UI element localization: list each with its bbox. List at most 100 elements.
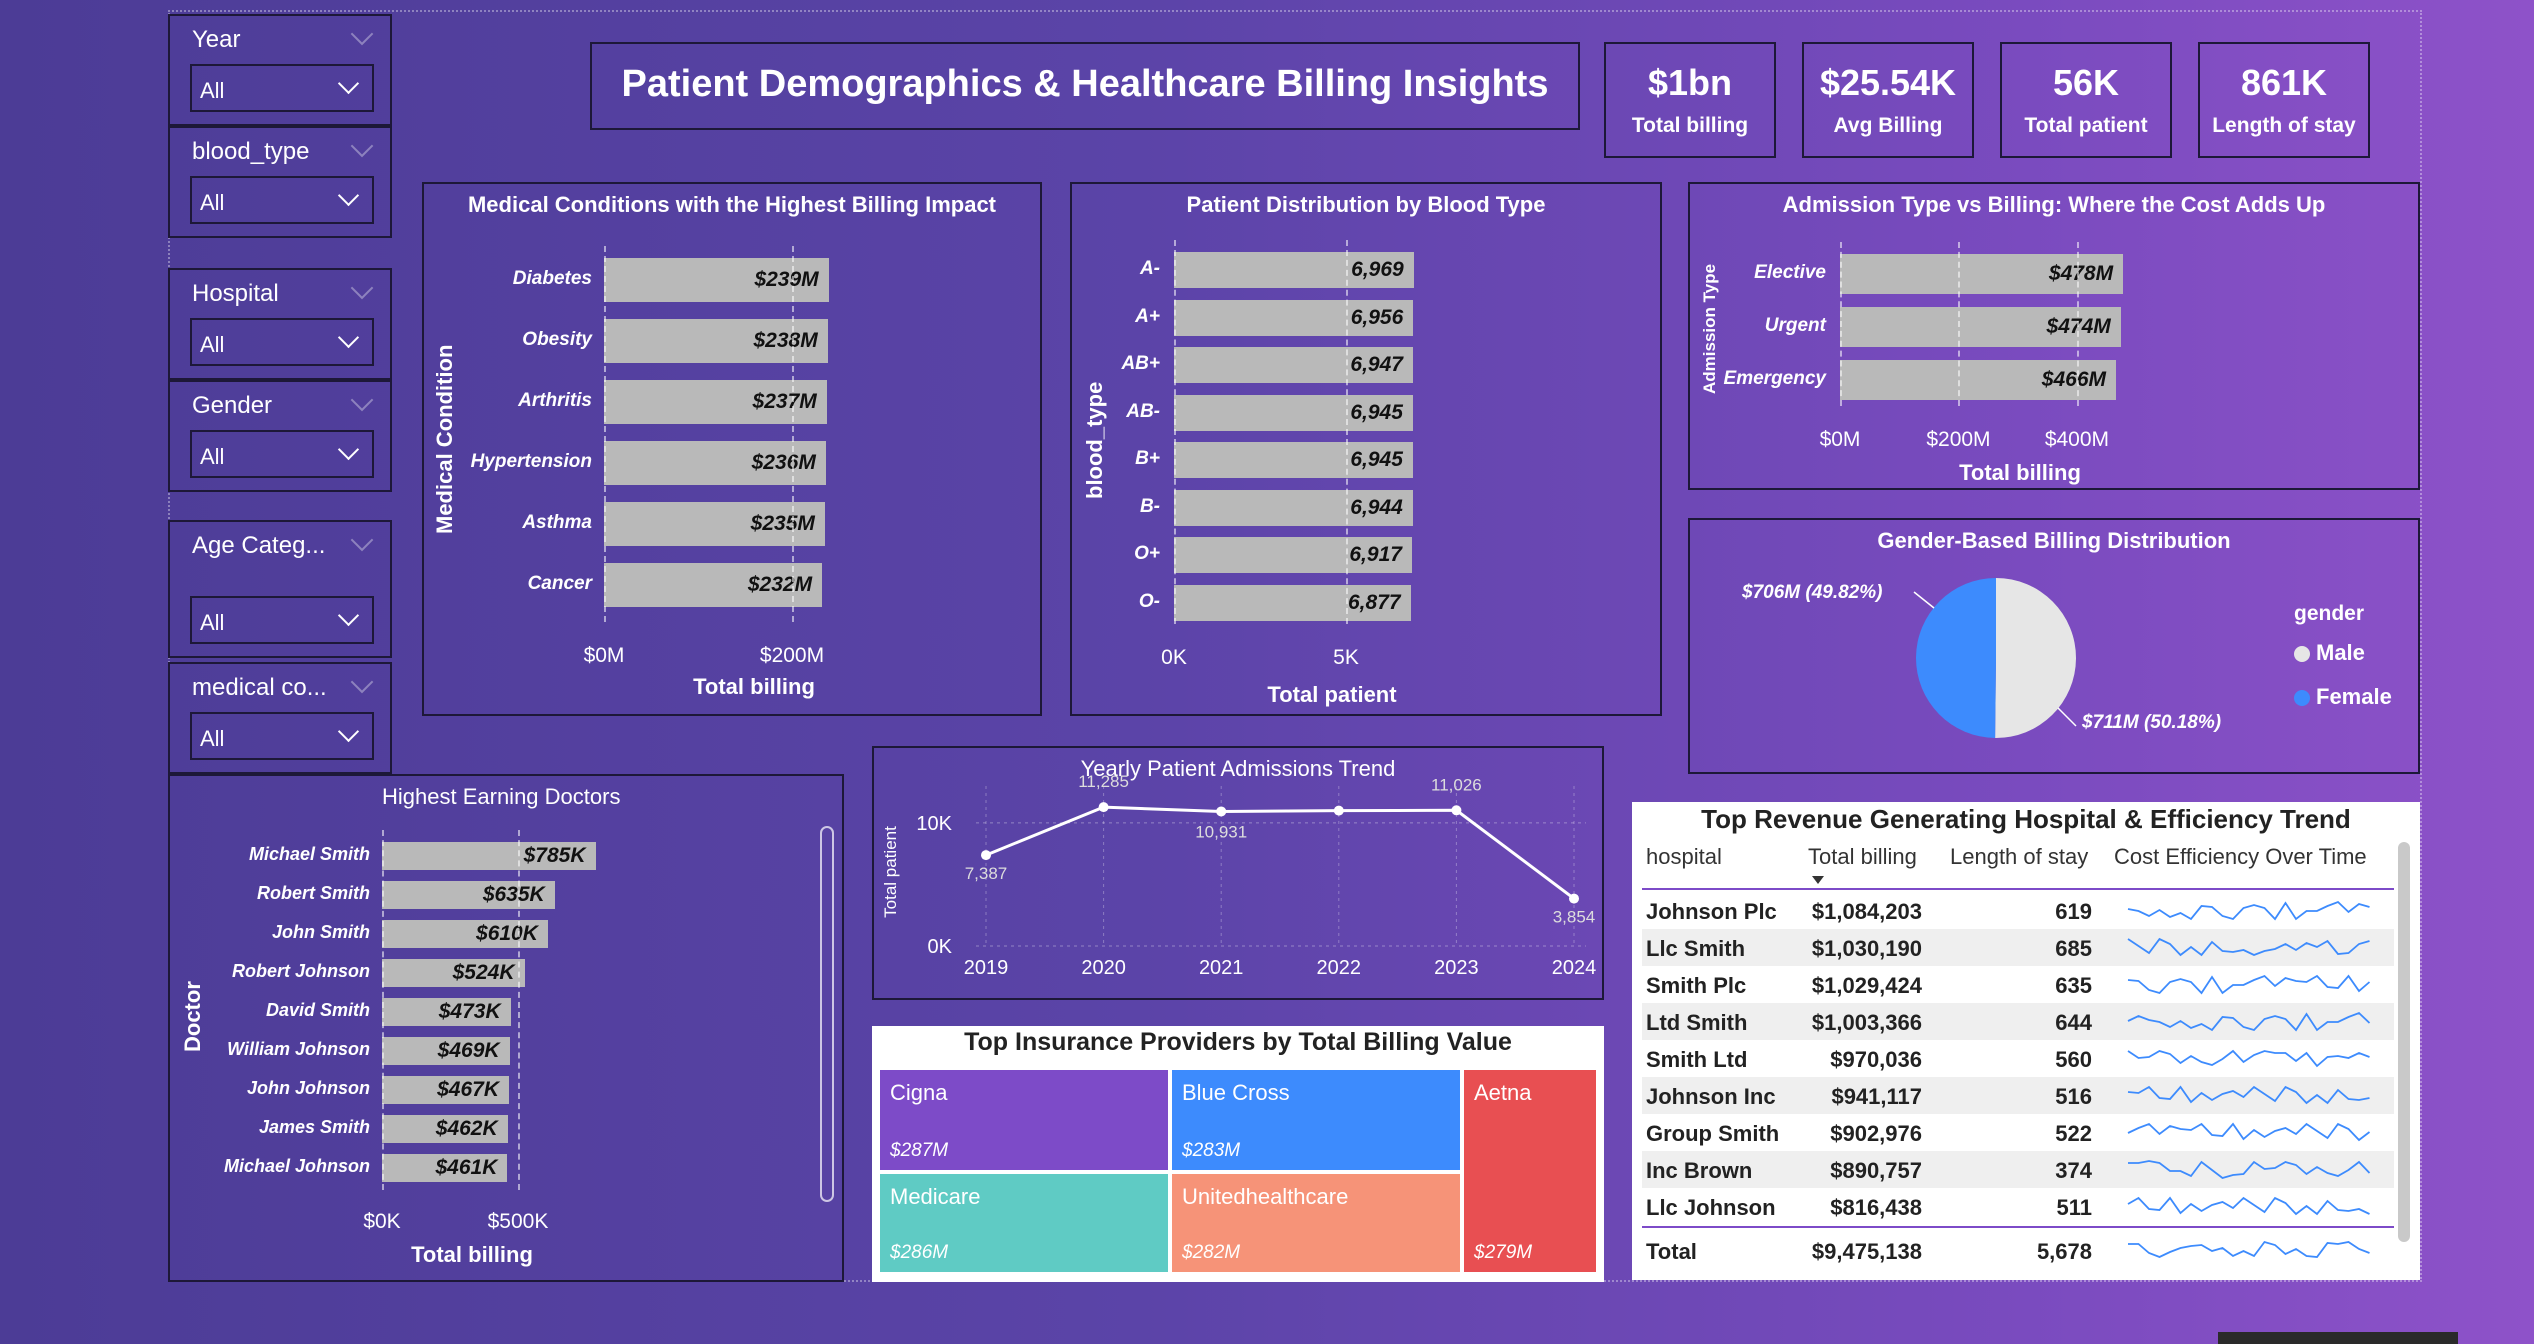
data-point[interactable] [1569, 893, 1579, 904]
legend-item[interactable]: Female [2316, 684, 2392, 709]
bar[interactable]: 6,945 [1174, 442, 1413, 478]
medical-condition-chart[interactable]: Medical Conditions with the Highest Bill… [422, 182, 1042, 716]
legend-swatch [2294, 646, 2310, 662]
bar[interactable]: 6,956 [1174, 299, 1414, 336]
hospital-cell: Llc Johnson [1646, 1195, 1776, 1220]
slicer-label: medical co... [192, 674, 327, 701]
series-line[interactable] [985, 805, 1575, 900]
bar[interactable]: $466M [1840, 360, 2116, 400]
bar[interactable]: $473K [382, 998, 511, 1026]
bar[interactable]: $785K [382, 842, 596, 870]
data-label: 11,026 [1431, 775, 1482, 794]
data-point[interactable] [1333, 805, 1344, 816]
bar[interactable]: $238M [604, 319, 828, 363]
slicer-dropdown[interactable]: All [190, 176, 374, 224]
bar[interactable]: $236M [604, 441, 826, 485]
chevron-down-icon[interactable] [350, 388, 374, 412]
chevron-down-icon[interactable] [350, 528, 374, 552]
treemap-tile[interactable]: Cigna $287M [878, 1068, 1170, 1172]
chevron-down-icon[interactable] [350, 134, 374, 158]
tile-value: $282M [1182, 1242, 1241, 1263]
admission-type-chart[interactable]: Admission Type vs Billing: Where the Cos… [1688, 182, 2420, 490]
bar[interactable]: $524K [382, 959, 525, 987]
bar[interactable]: $235M [604, 502, 825, 546]
slicer-dropdown[interactable]: All [190, 430, 374, 478]
data-point[interactable] [1216, 806, 1227, 817]
table-row[interactable]: Smith Plc $1,029,424 635 [1642, 966, 2394, 1003]
pie-slice[interactable] [1995, 578, 2077, 738]
treemap-tile[interactable]: Medicare $286M [878, 1172, 1170, 1274]
treemap-tile[interactable]: Aetna $279M [1462, 1068, 1598, 1274]
kpi-card: 56K Total patient [2000, 42, 2172, 158]
bar[interactable]: 6,945 [1174, 394, 1413, 431]
bar[interactable]: $610K [382, 920, 548, 948]
table-row[interactable]: Llc Johnson $816,438 511 [1642, 1188, 2394, 1225]
slicer-dropdown[interactable]: All [190, 64, 374, 112]
pie-slice[interactable] [1916, 578, 1996, 738]
bar[interactable]: 6,947 [1174, 347, 1413, 383]
bar[interactable]: $478M [1840, 254, 2124, 294]
bar[interactable]: $239M [604, 258, 829, 302]
column-header[interactable]: Length of stay [1950, 844, 2089, 869]
column-header[interactable]: Cost Efficiency Over Time [2114, 844, 2367, 869]
scrollbar[interactable] [820, 826, 834, 1202]
bar[interactable]: $635K [382, 881, 555, 909]
axis-tick-label: $0M [1819, 428, 1861, 451]
bar[interactable]: 6,969 [1174, 252, 1414, 288]
table-row[interactable]: Smith Ltd $970,036 560 [1642, 1040, 2394, 1077]
category-label: Michael Smith [248, 844, 370, 864]
chevron-down-icon [337, 720, 360, 743]
sparkline [2128, 1160, 2371, 1179]
bar[interactable]: $461K [382, 1154, 508, 1182]
total-stay: 5,678 [2036, 1239, 2092, 1264]
table-row[interactable]: Inc Brown $890,757 374 [1642, 1151, 2394, 1188]
chevron-down-icon[interactable] [350, 22, 374, 46]
bar[interactable]: 6,917 [1174, 537, 1412, 573]
table-row[interactable]: Johnson Plc $1,084,203 619 [1642, 892, 2394, 929]
slicer-1: blood_type All [168, 126, 392, 238]
data-label: 6,956 [1350, 305, 1404, 329]
y-axis-title: Doctor [180, 981, 205, 1052]
blood-type-chart[interactable]: Patient Distribution by Blood Type A- 6,9… [1070, 182, 1662, 716]
slicer-value: All [200, 190, 225, 215]
data-point[interactable] [981, 850, 991, 861]
data-label: 6,917 [1349, 543, 1402, 566]
treemap-tile[interactable]: Blue Cross $283M [1170, 1068, 1462, 1172]
chevron-down-icon[interactable] [350, 670, 374, 694]
data-point[interactable] [1098, 802, 1109, 813]
legend-item[interactable]: Male [2316, 640, 2365, 665]
slicer-dropdown[interactable]: All [190, 712, 374, 760]
hospital-revenue-table[interactable]: Top Revenue Generating Hospital & Effici… [1632, 802, 2420, 1280]
bar[interactable]: 6,944 [1174, 489, 1413, 526]
gender-billing-pie[interactable]: Gender-Based Billing Distribution $706M … [1688, 518, 2420, 774]
sparkline [2127, 974, 2371, 995]
bar[interactable]: $462K [382, 1115, 508, 1143]
category-label: AB- [1126, 400, 1160, 422]
table-row[interactable]: Ltd Smith $1,003,366 644 [1642, 1003, 2394, 1040]
slicer-dropdown[interactable]: All [190, 596, 374, 644]
column-header[interactable]: hospital [1646, 844, 1722, 869]
hospital-cell: Inc Brown [1646, 1158, 1753, 1183]
slicer-dropdown[interactable]: All [190, 318, 374, 366]
bar[interactable]: $232M [604, 563, 823, 607]
bar[interactable]: $467K [382, 1076, 510, 1104]
stay-cell: 522 [2055, 1121, 2092, 1146]
yearly-admissions-line-chart[interactable]: Yearly Patient Admissions Trend 0K 10K 201… [872, 746, 1604, 1000]
tile-label: Cigna [890, 1080, 948, 1105]
sort-desc-icon[interactable] [1812, 876, 1824, 884]
treemap-tile[interactable]: Unitedhealthcare $282M [1170, 1172, 1462, 1274]
table-row[interactable]: Johnson Inc $941,117 516 [1642, 1077, 2394, 1114]
data-point[interactable] [1451, 805, 1462, 816]
chevron-down-icon[interactable] [350, 276, 374, 300]
table-row[interactable]: Llc Smith $1,030,190 685 [1642, 929, 2394, 966]
bar[interactable]: $469K [382, 1037, 510, 1065]
leader-line [2057, 707, 2077, 727]
column-header[interactable]: Total billing [1808, 844, 1917, 869]
table-row[interactable]: Group Smith $902,976 522 [1642, 1114, 2394, 1151]
highest-earning-doctors-chart[interactable]: Highest Earning Doctors Michael Smith $78… [168, 774, 844, 1282]
bar[interactable]: $237M [604, 380, 827, 424]
data-label: 10,931 [1195, 822, 1247, 841]
bar[interactable]: 6,877 [1174, 584, 1411, 621]
table-scrollbar[interactable] [2398, 842, 2410, 1242]
insurance-treemap-panel[interactable]: Top Insurance Providers by Total Billing… [872, 1026, 1604, 1282]
